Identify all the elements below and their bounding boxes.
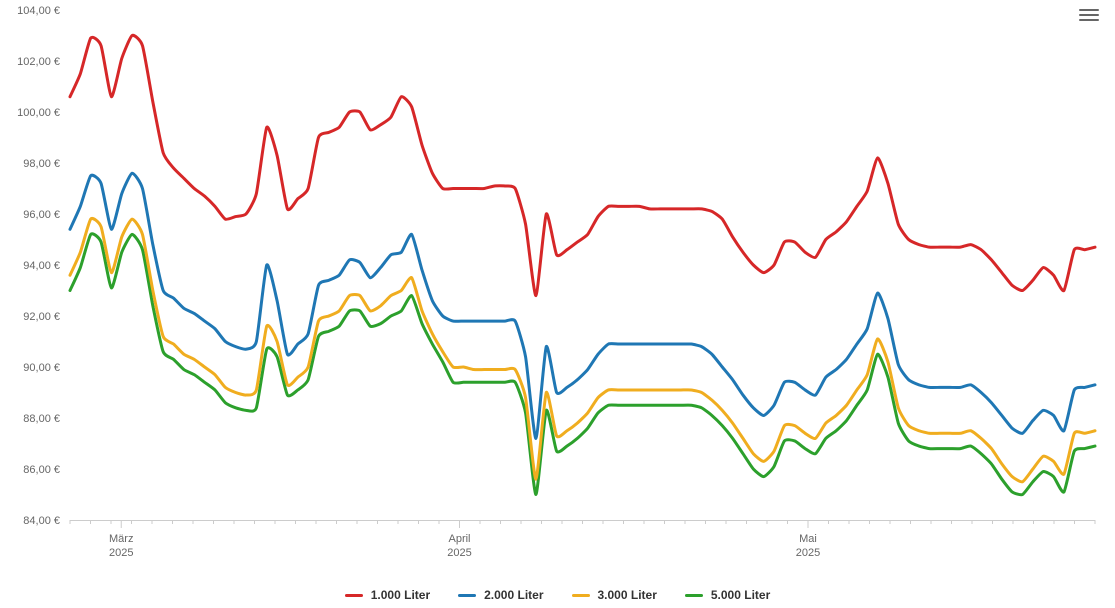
y-axis-tick-label: 100,00 € xyxy=(17,107,60,119)
y-axis-tick-label: 98,00 € xyxy=(23,158,60,170)
x-axis-tick-label: April xyxy=(448,533,470,545)
series-line xyxy=(70,35,1095,295)
legend-label: 5.000 Liter xyxy=(711,588,770,602)
legend: 1.000 Liter 2.000 Liter 3.000 Liter 5.000 L… xyxy=(0,586,1115,603)
legend-label: 1.000 Liter xyxy=(371,588,430,602)
y-axis-tick-label: 86,00 € xyxy=(23,464,60,476)
y-axis-tick-label: 92,00 € xyxy=(23,311,60,323)
price-line-chart: 84,00 € 86,00 € 88,00 € 90,00 € 92,00 € 94,00… xyxy=(0,0,1115,608)
x-axis-tick-sublabel: 2025 xyxy=(109,547,133,559)
y-axis-tick-label: 104,00 € xyxy=(17,5,60,17)
legend-swatch xyxy=(458,594,476,597)
legend-item[interactable]: 5.000 Liter xyxy=(685,588,770,602)
y-axis-tick-label: 88,00 € xyxy=(23,413,60,425)
y-axis-tick-label: 102,00 € xyxy=(17,56,60,68)
y-axis-tick-label: 84,00 € xyxy=(23,515,60,527)
x-axis-tick-sublabel: 2025 xyxy=(796,547,820,559)
y-axis-tick-label: 90,00 € xyxy=(23,362,60,374)
x-axis-tick-label: März xyxy=(109,533,133,545)
y-axis-tick-label: 96,00 € xyxy=(23,209,60,221)
legend-item[interactable]: 3.000 Liter xyxy=(572,588,657,602)
legend-label: 3.000 Liter xyxy=(598,588,657,602)
legend-item[interactable]: 1.000 Liter xyxy=(345,588,430,602)
y-axis-tick-label: 94,00 € xyxy=(23,260,60,272)
series-line xyxy=(70,219,1095,482)
legend-label: 2.000 Liter xyxy=(484,588,543,602)
legend-swatch xyxy=(685,594,703,597)
chart-svg: 84,00 € 86,00 € 88,00 € 90,00 € 92,00 € 94,00… xyxy=(0,0,1115,608)
x-axis-tick-label: Mai xyxy=(799,533,817,545)
legend-swatch xyxy=(345,594,363,597)
x-axis-tick-sublabel: 2025 xyxy=(447,547,471,559)
legend-item[interactable]: 2.000 Liter xyxy=(458,588,543,602)
legend-swatch xyxy=(572,594,590,597)
series-line xyxy=(70,234,1095,495)
hamburger-menu-icon[interactable] xyxy=(1079,6,1099,26)
